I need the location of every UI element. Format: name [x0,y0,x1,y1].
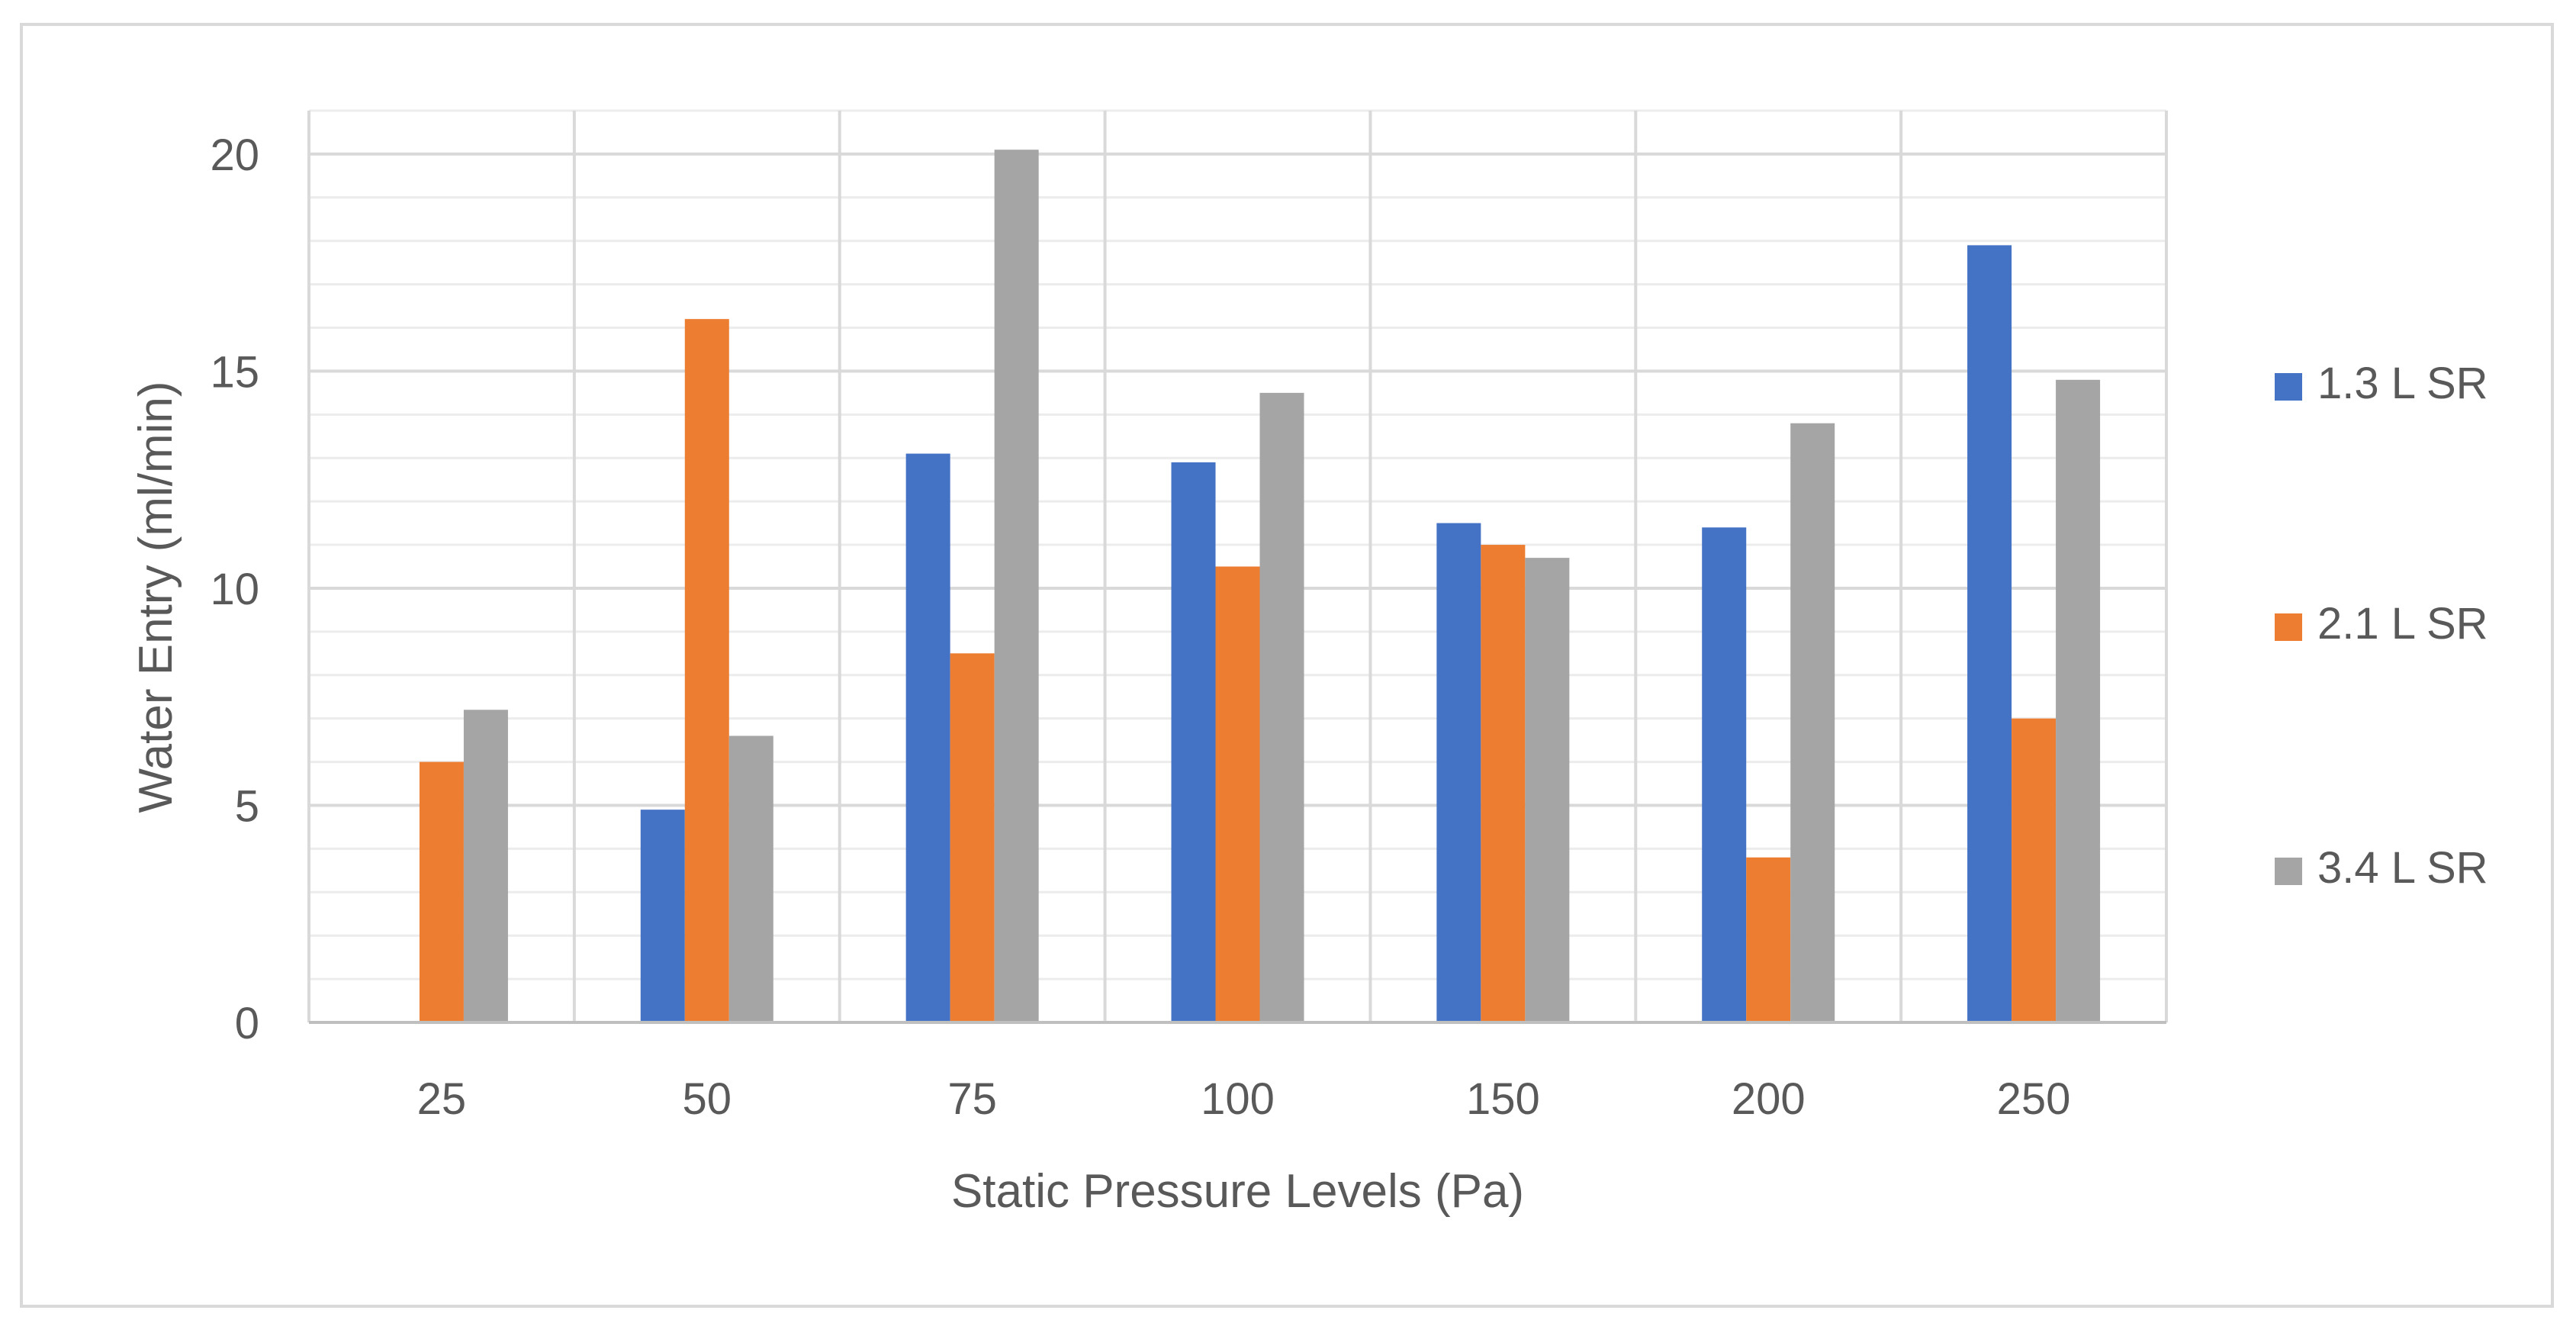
bar-3-4-l-sr-100 [1259,392,1304,1022]
legend: 1.3 L SR 2.1 L SR 3.4 L SR [2275,359,2488,893]
x-tick-label: 75 [947,1074,997,1124]
x-axis-title: Static Pressure Levels (Pa) [951,1165,1524,1218]
y-tick-label: 15 [210,347,259,397]
legend-label: 3.4 L SR [2317,843,2488,893]
bar-3-4-l-sr-200 [1790,423,1835,1022]
bar-3-4-l-sr-50 [728,736,773,1022]
bars [419,150,2101,1023]
bar-2-1-l-sr-200 [1746,857,1791,1022]
x-axis-ticks: 25 50 75 100 150 200 250 [417,1074,2071,1124]
bar-1-3-l-sr-200 [1702,527,1747,1022]
y-axis-ticks: 0 5 10 15 20 [210,130,259,1048]
x-tick-label: 150 [1466,1074,1540,1124]
bar-1-3-l-sr-100 [1171,462,1216,1022]
bar-3-4-l-sr-150 [1525,558,1570,1022]
bar-2-1-l-sr-100 [1215,566,1260,1022]
y-tick-label: 20 [210,130,259,180]
legend-swatch [2275,373,2302,401]
x-tick-label: 50 [683,1074,732,1124]
y-tick-label: 0 [235,999,259,1048]
bar-1-3-l-sr-50 [640,810,685,1022]
x-tick-label: 200 [1732,1074,1806,1124]
bar-3-4-l-sr-75 [994,150,1039,1023]
x-tick-label: 100 [1201,1074,1275,1124]
legend-swatch [2275,858,2302,885]
bar-2-1-l-sr-50 [684,319,729,1023]
legend-swatch [2275,613,2302,641]
bar-3-4-l-sr-250 [2056,379,2101,1022]
bar-1-3-l-sr-150 [1436,523,1481,1022]
y-tick-label: 5 [235,781,259,831]
bar-1-3-l-sr-250 [1967,245,2012,1022]
bar-1-3-l-sr-75 [905,453,950,1022]
legend-label: 1.3 L SR [2317,359,2488,408]
bar-2-1-l-sr-250 [2012,718,2057,1022]
y-axis-title: Water Entry (ml/min) [130,381,182,813]
legend-label: 2.1 L SR [2317,599,2488,649]
bar-2-1-l-sr-150 [1481,545,1526,1022]
bar-3-4-l-sr-25 [463,710,508,1022]
x-tick-label: 250 [1997,1074,2071,1124]
y-tick-label: 10 [210,565,259,614]
bar-2-1-l-sr-75 [950,653,995,1022]
x-tick-label: 25 [417,1074,467,1124]
bar-2-1-l-sr-25 [419,761,464,1022]
